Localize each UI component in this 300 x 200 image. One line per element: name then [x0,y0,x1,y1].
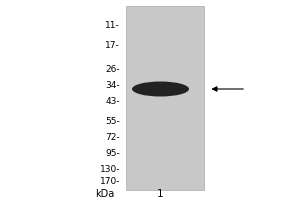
Text: 17-: 17- [105,40,120,49]
Ellipse shape [132,81,189,96]
Text: kDa: kDa [95,189,114,199]
Text: 1: 1 [157,189,164,199]
Text: 43-: 43- [105,98,120,106]
Text: 130-: 130- [100,164,120,173]
Text: 95-: 95- [105,148,120,158]
Text: 34-: 34- [105,81,120,90]
Text: 55-: 55- [105,116,120,126]
Text: 72-: 72- [105,132,120,142]
Text: 170-: 170- [100,178,120,186]
Text: 26-: 26- [105,64,120,73]
Bar [126,6,204,190]
Text: 11-: 11- [105,21,120,29]
